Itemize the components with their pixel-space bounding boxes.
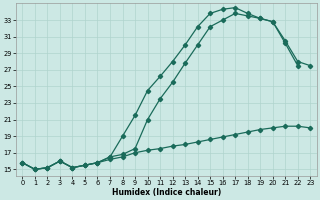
X-axis label: Humidex (Indice chaleur): Humidex (Indice chaleur) [112,188,221,197]
